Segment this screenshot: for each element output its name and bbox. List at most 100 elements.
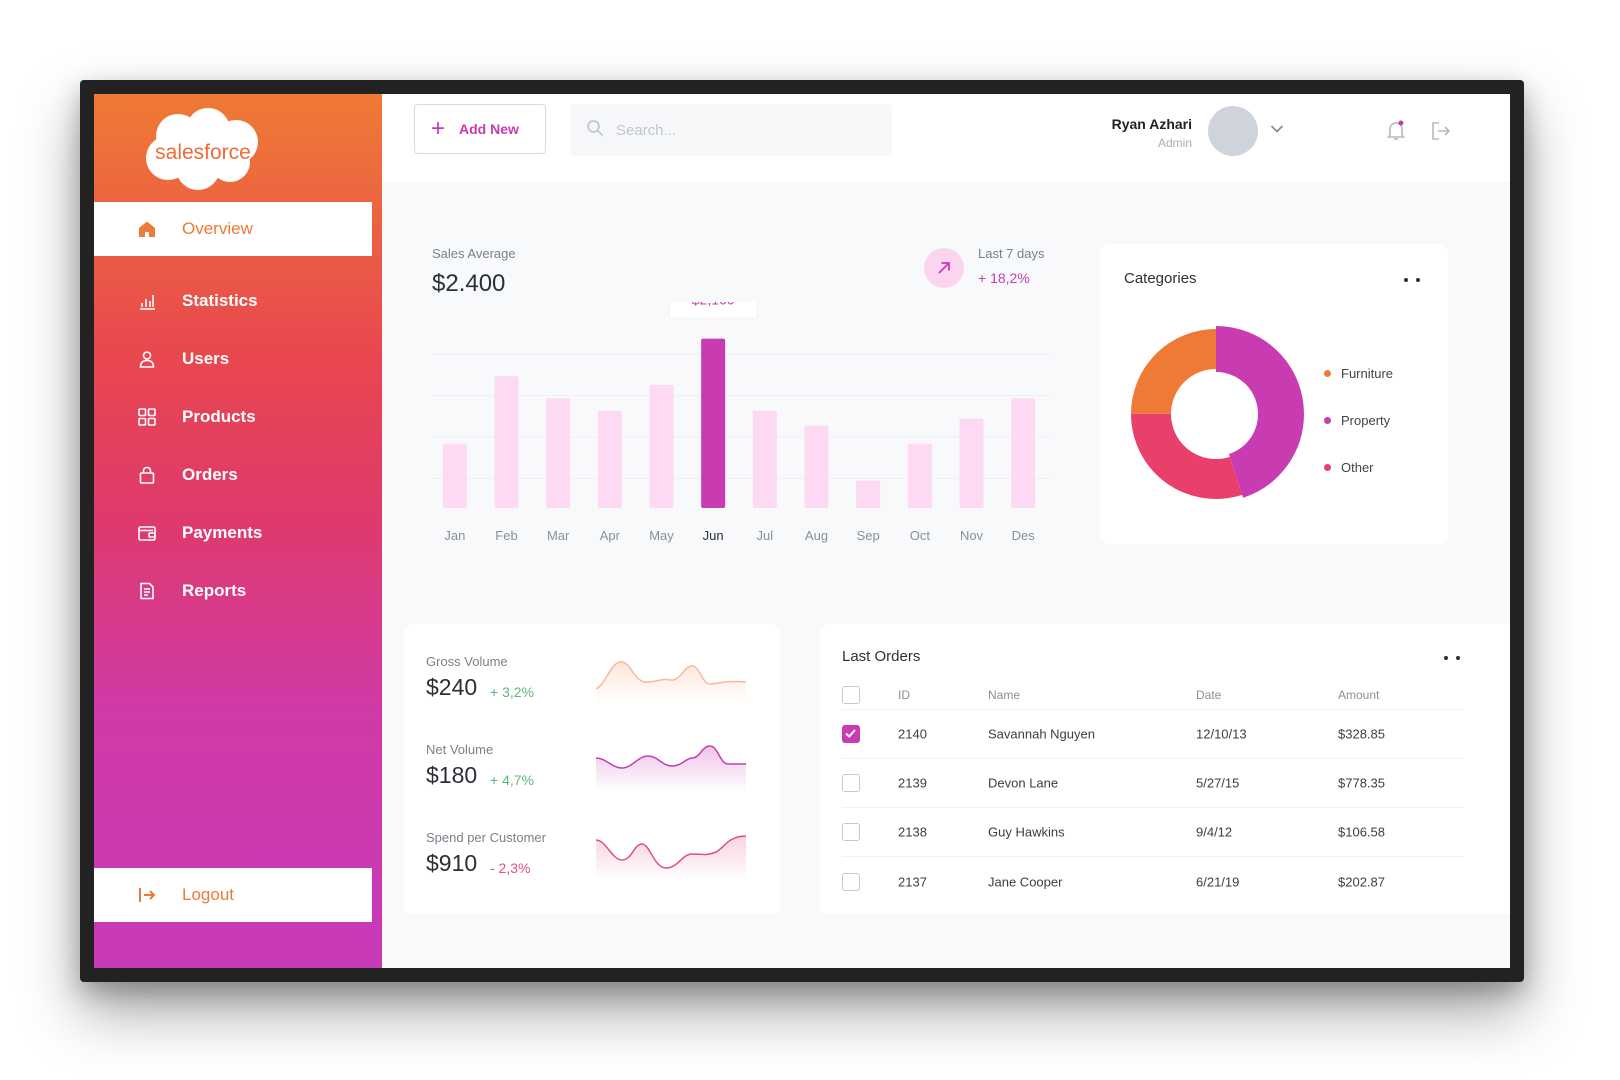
sidebar-item-orders[interactable]: Orders [94, 448, 372, 502]
sidebar-item-reports[interactable]: Reports [94, 564, 372, 618]
bar-jul[interactable] [752, 410, 777, 508]
orders-table: ID Name Date Amount 2140 Savannah Nguyen… [842, 680, 1464, 906]
wallet-icon [136, 522, 158, 544]
order-amount: $328.85 [1338, 726, 1385, 742]
bar-nov[interactable] [959, 418, 984, 508]
order-id: 2137 [898, 874, 927, 889]
period-label: Last 7 days [978, 246, 1045, 261]
row-checkbox[interactable] [842, 725, 860, 743]
sales-average-value: $2.400 [432, 270, 506, 297]
table-row[interactable]: 2137 Jane Cooper 6/21/19 $202.87 [842, 857, 1464, 906]
grid-icon [136, 406, 158, 428]
x-tick-label: Jul [757, 528, 774, 543]
avatar[interactable] [1208, 106, 1258, 156]
bar-chart-icon [136, 290, 158, 312]
table-header: ID Name Date Amount [842, 680, 1464, 710]
sidebar: salesforce Overview Statistics Users Pro [94, 94, 382, 968]
user-name: Ryan Azhari [1111, 116, 1192, 132]
more-options-icon[interactable] [1444, 656, 1460, 660]
sidebar-item-payments[interactable]: Payments [94, 506, 372, 560]
select-all-checkbox[interactable] [842, 685, 860, 704]
column-header-date: Date [1196, 687, 1222, 702]
sidebar-item-label: Orders [182, 465, 238, 484]
bar-oct[interactable] [907, 443, 932, 508]
add-new-button[interactable]: + Add New [414, 104, 546, 154]
sidebar-item-statistics[interactable]: Statistics [94, 274, 372, 328]
row-checkbox[interactable] [842, 823, 860, 841]
top-bar: + Add New Ryan Azhari Admin [382, 94, 1510, 182]
sidebar-item-products[interactable]: Products [94, 390, 372, 444]
legend-item-other: Other [1324, 444, 1393, 491]
monitor-frame: salesforce Overview Statistics Users Pro [80, 80, 1524, 982]
exit-icon[interactable] [1430, 120, 1452, 142]
x-tick-label: Jun [703, 528, 724, 543]
chevron-down-icon[interactable] [1270, 124, 1284, 134]
spend-per-customer-label: Spend per Customer [426, 830, 546, 845]
categories-card: Categories Furniture Property Other [1100, 244, 1448, 544]
sidebar-item-overview[interactable]: Overview [94, 202, 372, 256]
user-icon [136, 348, 158, 370]
monthly-sales-bar-chart: Jan Feb Mar Apr May Jun $2,160 Jul Aug Sep Oct Nov D… [432, 302, 1052, 543]
bar-feb[interactable] [494, 376, 519, 508]
gross-volume-value: $240 [426, 674, 478, 700]
x-tick-label: Jan [444, 528, 465, 543]
bar-jun[interactable] [701, 338, 726, 508]
bar-tooltip: $2,160 [668, 302, 758, 320]
period-change: + 18,2% [978, 270, 1030, 286]
column-header-name: Name [988, 687, 1021, 702]
table-row[interactable]: 2140 Savannah Nguyen 12/10/13 $328.85 [842, 710, 1464, 759]
x-tick-label: May [649, 528, 674, 543]
column-header-id: ID [898, 687, 910, 702]
search-input[interactable] [616, 121, 836, 139]
categories-title: Categories [1124, 270, 1197, 287]
gross-volume-row: Gross Volume $240 + 3,2% [426, 654, 766, 734]
logout-label: Logout [182, 885, 234, 904]
table-row[interactable]: 2139 Devon Lane 5/27/15 $778.35 [842, 759, 1464, 808]
sidebar-item-label: Products [182, 407, 256, 426]
bar-mar[interactable] [546, 398, 571, 508]
more-options-icon[interactable] [1404, 278, 1420, 282]
donut-slice-furniture[interactable] [1131, 329, 1301, 499]
sidebar-item-label: Statistics [182, 291, 258, 310]
add-new-label: Add New [459, 121, 519, 137]
search-box[interactable] [570, 104, 892, 156]
order-id: 2138 [898, 824, 927, 840]
bar-jan[interactable] [442, 443, 467, 508]
sidebar-item-users[interactable]: Users [94, 332, 372, 386]
last-orders-title: Last Orders [842, 648, 921, 665]
bar-may[interactable] [649, 384, 674, 508]
logout-icon [136, 884, 158, 906]
x-tick-label: Apr [600, 528, 621, 543]
gross-volume-change: + 3,2% [490, 684, 534, 700]
bar-sep[interactable] [856, 480, 881, 508]
order-name: Guy Hawkins [988, 824, 1065, 840]
home-icon [136, 218, 158, 240]
legend-label: Other [1341, 460, 1374, 475]
order-date: 6/21/19 [1196, 874, 1240, 889]
order-id: 2139 [898, 775, 927, 791]
spend-per-customer-value: $910 [426, 850, 478, 876]
legend-label: Furniture [1341, 366, 1394, 381]
net-volume-sparkline [596, 745, 746, 792]
table-row[interactable]: 2138 Guy Hawkins 9/4/12 $106.58 [842, 808, 1464, 857]
user-role: Admin [1157, 136, 1192, 150]
sidebar-item-label: Overview [182, 219, 253, 238]
bar-des[interactable] [1011, 398, 1036, 508]
row-checkbox[interactable] [842, 774, 860, 792]
x-tick-label: Des [1012, 528, 1036, 543]
net-volume-label: Net Volume [426, 742, 494, 757]
bar-aug[interactable] [804, 425, 829, 508]
sales-average-card: Sales Average $2.400 Last 7 days + 18,2%… [402, 212, 1082, 612]
donut-slice-other[interactable] [1131, 329, 1301, 499]
row-checkbox[interactable] [842, 872, 860, 891]
logout-button[interactable]: Logout [94, 868, 372, 922]
bar-apr[interactable] [597, 410, 622, 508]
last-orders-card: Last Orders ID Name Date Amount 2140 Sav… [820, 624, 1510, 914]
sidebar-item-label: Users [182, 349, 230, 368]
x-tick-label: Mar [547, 528, 570, 543]
order-date: 9/4/12 [1196, 824, 1233, 840]
salesforce-logo[interactable]: salesforce [138, 106, 268, 192]
categories-legend: Furniture Property Other [1324, 350, 1393, 491]
bell-icon[interactable] [1384, 118, 1408, 142]
order-id: 2140 [898, 726, 927, 742]
